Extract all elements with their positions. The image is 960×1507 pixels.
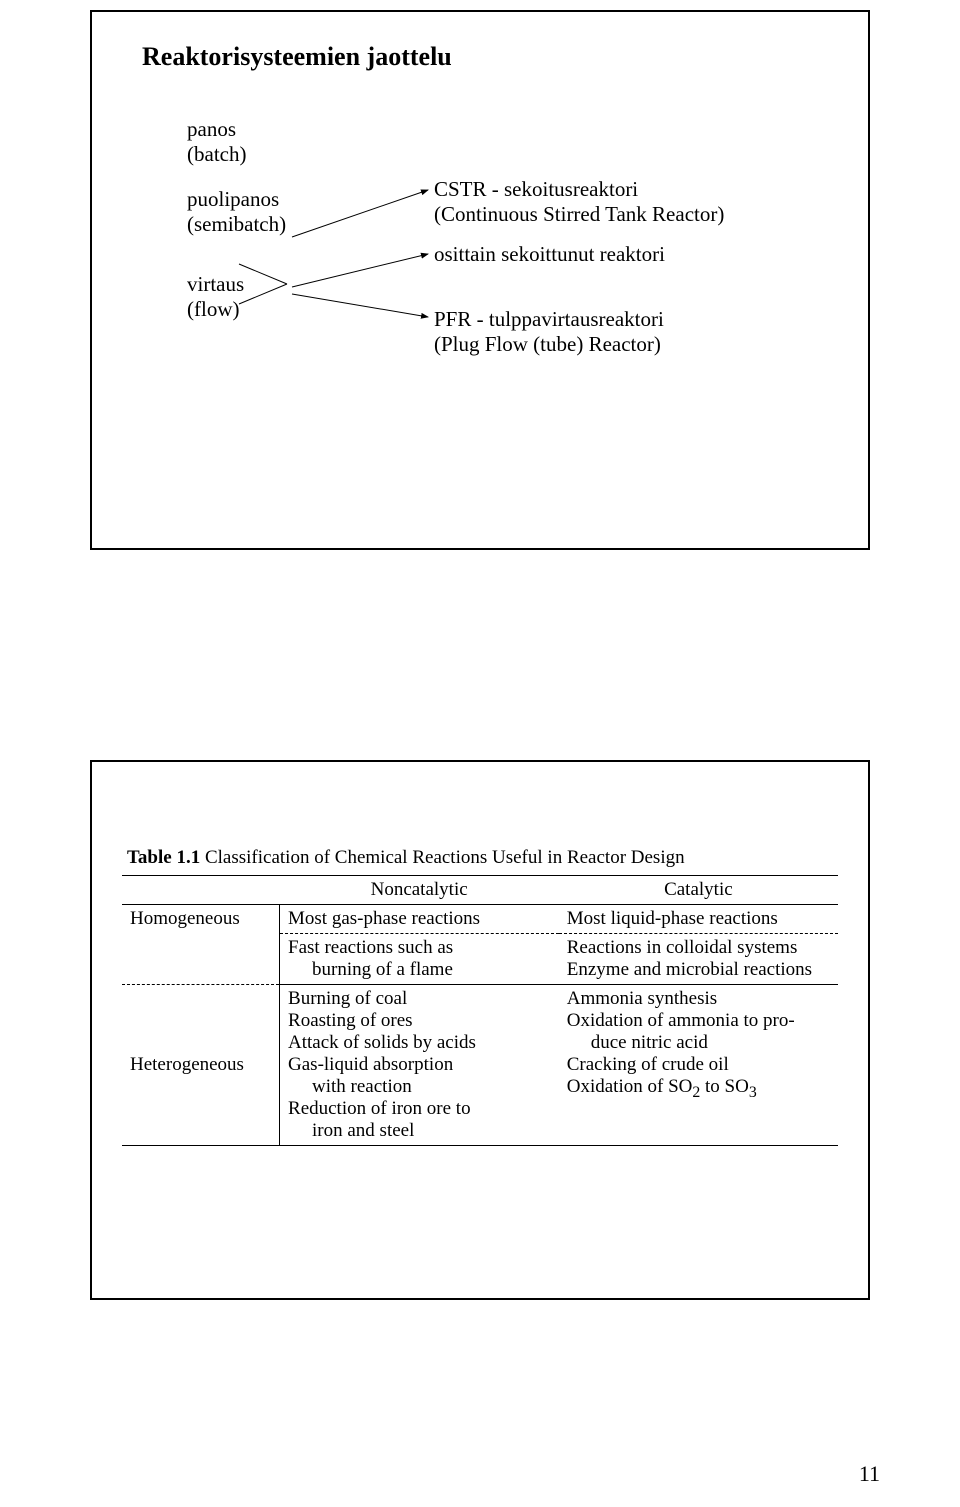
r3-nc-2: Roasting of ores: [288, 1010, 413, 1031]
label-homogeneous: Homogeneous: [122, 905, 280, 934]
text-flow: (flow): [187, 297, 239, 322]
classification-table: Noncatalytic Catalytic Homogeneous Most …: [122, 875, 838, 1146]
text-pfr-sub: (Plug Flow (tube) Reactor): [434, 332, 661, 357]
table-caption-label: Table 1.1: [127, 847, 200, 868]
r3-c-5: Oxidation of SO2 to SO3: [567, 1076, 757, 1097]
r3-c-2: Oxidation of ammonia to pro-: [567, 1010, 795, 1031]
header-noncatalytic: Noncatalytic: [280, 876, 559, 905]
r3-c-1: Ammonia synthesis: [567, 988, 717, 1009]
text-pfr: PFR - tulppavirtausreaktori: [434, 307, 664, 332]
r3-nc-7: iron and steel: [288, 1120, 551, 1142]
text-batch: (batch): [187, 142, 246, 167]
cell-r3-nc: Burning of coal Roasting of ores Attack …: [280, 985, 559, 1146]
r2-nc-2: burning of a flame: [288, 959, 551, 981]
text-puolipanos: puolipanos: [187, 187, 279, 212]
r3-c-3: duce nitric acid: [567, 1032, 830, 1054]
text-cstr-sub: (Continuous Stirred Tank Reactor): [434, 202, 724, 227]
header-catalytic: Catalytic: [559, 876, 838, 905]
table-container: Table 1.1 Classification of Chemical Rea…: [112, 847, 848, 1146]
table-caption-text: Classification of Chemical Reactions Use…: [200, 847, 684, 868]
r2-c-1: Reactions in colloidal systems: [567, 937, 798, 958]
cell-r1-nc: Most gas-phase reactions: [280, 905, 559, 934]
slide-1: Reaktorisysteemien jaottelu panos (batch…: [90, 10, 870, 550]
label-heterogeneous: Heterogeneous: [122, 985, 280, 1146]
cell-r2-c: Reactions in colloidal systems Enzyme an…: [559, 934, 838, 985]
r3-c-5a: Oxidation of SO: [567, 1076, 693, 1097]
slide-1-title: Reaktorisysteemien jaottelu: [142, 42, 818, 72]
r3-c-4: Cracking of crude oil: [567, 1054, 729, 1075]
text-virtaus: virtaus: [187, 272, 244, 297]
r2-c-2: Enzyme and microbial reactions: [567, 959, 812, 980]
r3-nc-6: Reduction of iron ore to: [288, 1098, 471, 1119]
r3-nc-4: Gas-liquid absorption: [288, 1054, 453, 1075]
table-caption: Table 1.1 Classification of Chemical Rea…: [122, 847, 838, 869]
cell-r2-nc: Fast reactions such as burning of a flam…: [280, 934, 559, 985]
r3-nc-1: Burning of coal: [288, 988, 407, 1009]
r3-nc-5: with reaction: [288, 1076, 551, 1098]
slide-2: Table 1.1 Classification of Chemical Rea…: [90, 760, 870, 1300]
text-semibatch: (semibatch): [187, 212, 286, 237]
text-cstr: CSTR - sekoitusreaktori: [434, 177, 638, 202]
r2-nc-1: Fast reactions such as: [288, 937, 453, 958]
text-panos: panos: [187, 117, 236, 142]
cell-r1-c: Most liquid-phase reactions: [559, 905, 838, 934]
r3-c-5b: to SO: [700, 1076, 749, 1097]
cell-r3-c: Ammonia synthesis Oxidation of ammonia t…: [559, 985, 838, 1146]
text-osittain: osittain sekoittunut reaktori: [434, 242, 665, 267]
r3-nc-3: Attack of solids by acids: [288, 1032, 476, 1053]
label-empty-1: [122, 934, 280, 985]
page-number: 11: [859, 1461, 880, 1487]
header-empty: [122, 876, 280, 905]
